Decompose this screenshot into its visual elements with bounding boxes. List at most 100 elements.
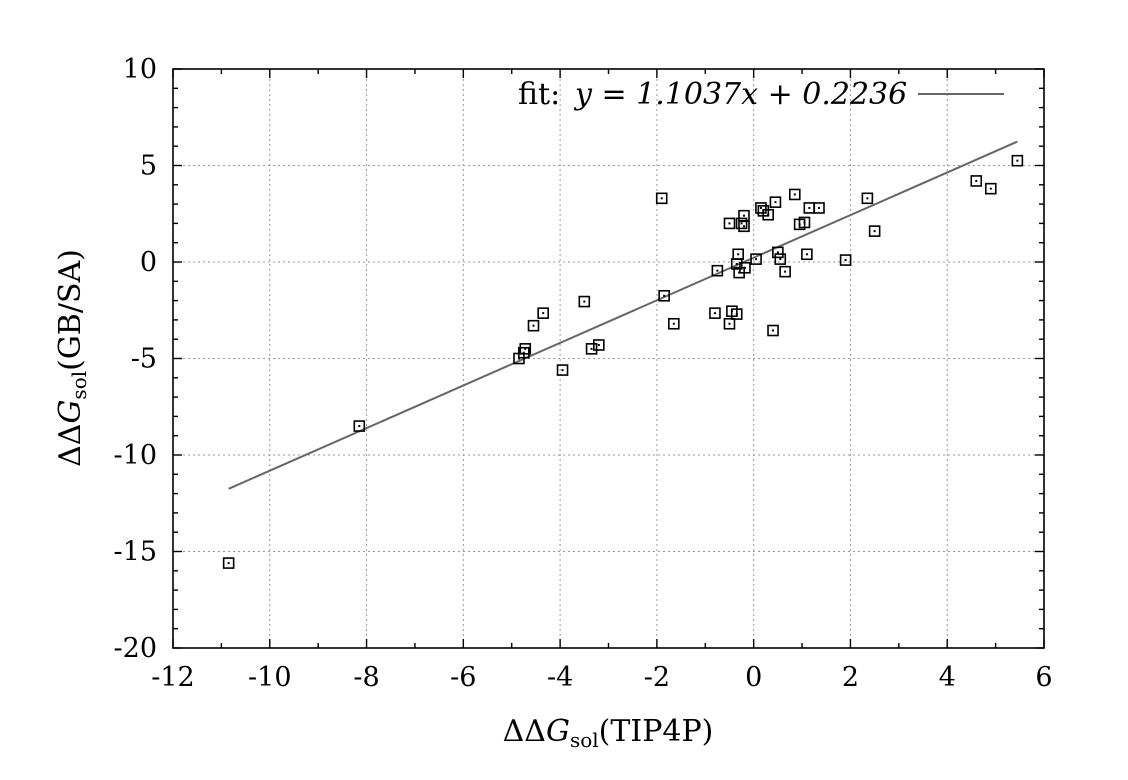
data-point	[984, 182, 997, 195]
data-point-dot	[784, 270, 787, 273]
data-point-box	[585, 343, 598, 355]
data-point	[755, 202, 767, 214]
data-point	[353, 420, 366, 432]
data-point-box	[537, 307, 549, 319]
data-point-box	[798, 216, 811, 229]
data-point-dot	[805, 253, 808, 256]
data-point-dot	[227, 562, 230, 565]
data-point-box	[578, 295, 591, 308]
y-tick-label: -5	[131, 344, 157, 375]
data-point-dot	[735, 262, 738, 265]
data-point-box	[750, 253, 762, 265]
data-point-dot	[767, 213, 770, 216]
data-point-dot	[772, 329, 775, 332]
y-axis-label: ΔΔGsol(GB/SA)	[53, 249, 91, 467]
data-point-box	[755, 202, 767, 214]
data-point	[655, 192, 668, 205]
data-point-box	[723, 217, 736, 230]
data-point-dot	[716, 269, 719, 272]
data-point-box	[709, 307, 721, 319]
data-point-dot	[590, 347, 593, 350]
y-tick-label: 5	[140, 151, 157, 182]
y-axis-label-var: G	[53, 400, 88, 424]
data-point	[527, 319, 540, 332]
data-point-dot	[728, 222, 731, 225]
data-point-box	[527, 319, 540, 332]
data-point	[593, 339, 605, 351]
data-point	[723, 317, 736, 330]
data-point-box	[353, 420, 366, 432]
legend-equation: y = 1.1037x + 0.2236	[573, 77, 907, 112]
x-tick-label: 0	[745, 662, 762, 693]
legend-label: fit:	[518, 77, 560, 112]
data-point-box	[518, 346, 530, 359]
data-point	[1011, 154, 1024, 167]
fit-line	[228, 140, 1018, 490]
y-axis-label-sub: sol	[67, 371, 91, 400]
data-point	[585, 343, 598, 355]
data-point	[711, 264, 724, 277]
data-point-dot	[597, 343, 600, 346]
data-point-box	[730, 308, 743, 320]
data-point	[762, 208, 774, 221]
legend: fit: y = 1.1037x + 0.2236	[518, 77, 1004, 112]
data-point-dot	[358, 425, 361, 428]
data-point-box	[970, 175, 983, 187]
data-point-dot	[524, 347, 527, 350]
data-point-box	[593, 339, 605, 351]
data-point-box	[762, 208, 774, 221]
data-point	[772, 246, 784, 259]
x-tick-label: -12	[151, 662, 194, 693]
data-point-dot	[735, 313, 738, 316]
data-point-box	[813, 202, 825, 214]
data-point-box	[801, 248, 813, 261]
y-axis-label-tail: (GB/SA)	[53, 249, 88, 371]
x-tick-label: -8	[353, 662, 379, 693]
data-point-box	[658, 289, 670, 302]
data-point-box	[774, 253, 787, 265]
data-point	[813, 202, 825, 214]
x-tick-labels: -12 -10 -8 -6 -4 -2 0 2 4 6	[151, 662, 1052, 693]
data-point-box	[222, 557, 235, 569]
data-point-box	[711, 264, 724, 277]
y-tick-label: -15	[114, 537, 157, 568]
data-point-box	[769, 196, 782, 208]
data-point-dot	[737, 253, 740, 256]
data-point	[769, 196, 782, 208]
y-tick-label: 0	[140, 247, 157, 278]
data-point	[518, 346, 530, 359]
data-point-box	[723, 317, 736, 330]
data-point-dot	[742, 214, 745, 217]
x-tick-label: 4	[939, 662, 956, 693]
data-point	[738, 220, 750, 233]
data-point-box	[1011, 154, 1024, 167]
data-point	[801, 248, 813, 261]
data-point-dot	[672, 322, 675, 325]
data-point-dot	[817, 206, 820, 209]
y-tick-label: -10	[114, 440, 157, 471]
data-point	[578, 295, 591, 308]
x-axis-label-tail: (TIP4P)	[599, 714, 714, 749]
data-point	[658, 289, 670, 302]
data-point-dot	[740, 222, 743, 225]
x-axis-label: ΔΔGsol(TIP4P)	[503, 714, 714, 752]
data-point-box	[556, 364, 569, 376]
data-point	[738, 209, 750, 222]
data-point	[723, 217, 736, 230]
data-points	[222, 154, 1024, 569]
x-axis-label-delta: ΔΔ	[503, 714, 546, 749]
x-tick-label: 6	[1035, 662, 1052, 693]
data-point-box	[739, 261, 751, 274]
data-point-dot	[989, 187, 992, 190]
data-point	[767, 324, 779, 337]
data-point	[709, 307, 721, 319]
data-point-box	[738, 209, 750, 222]
x-tick-label: -2	[644, 662, 670, 693]
data-point	[735, 217, 748, 230]
data-point	[861, 192, 874, 205]
data-point-dot	[738, 271, 741, 274]
data-point-box	[984, 182, 997, 195]
data-point-dot	[755, 258, 758, 261]
data-point-dot	[808, 206, 811, 209]
